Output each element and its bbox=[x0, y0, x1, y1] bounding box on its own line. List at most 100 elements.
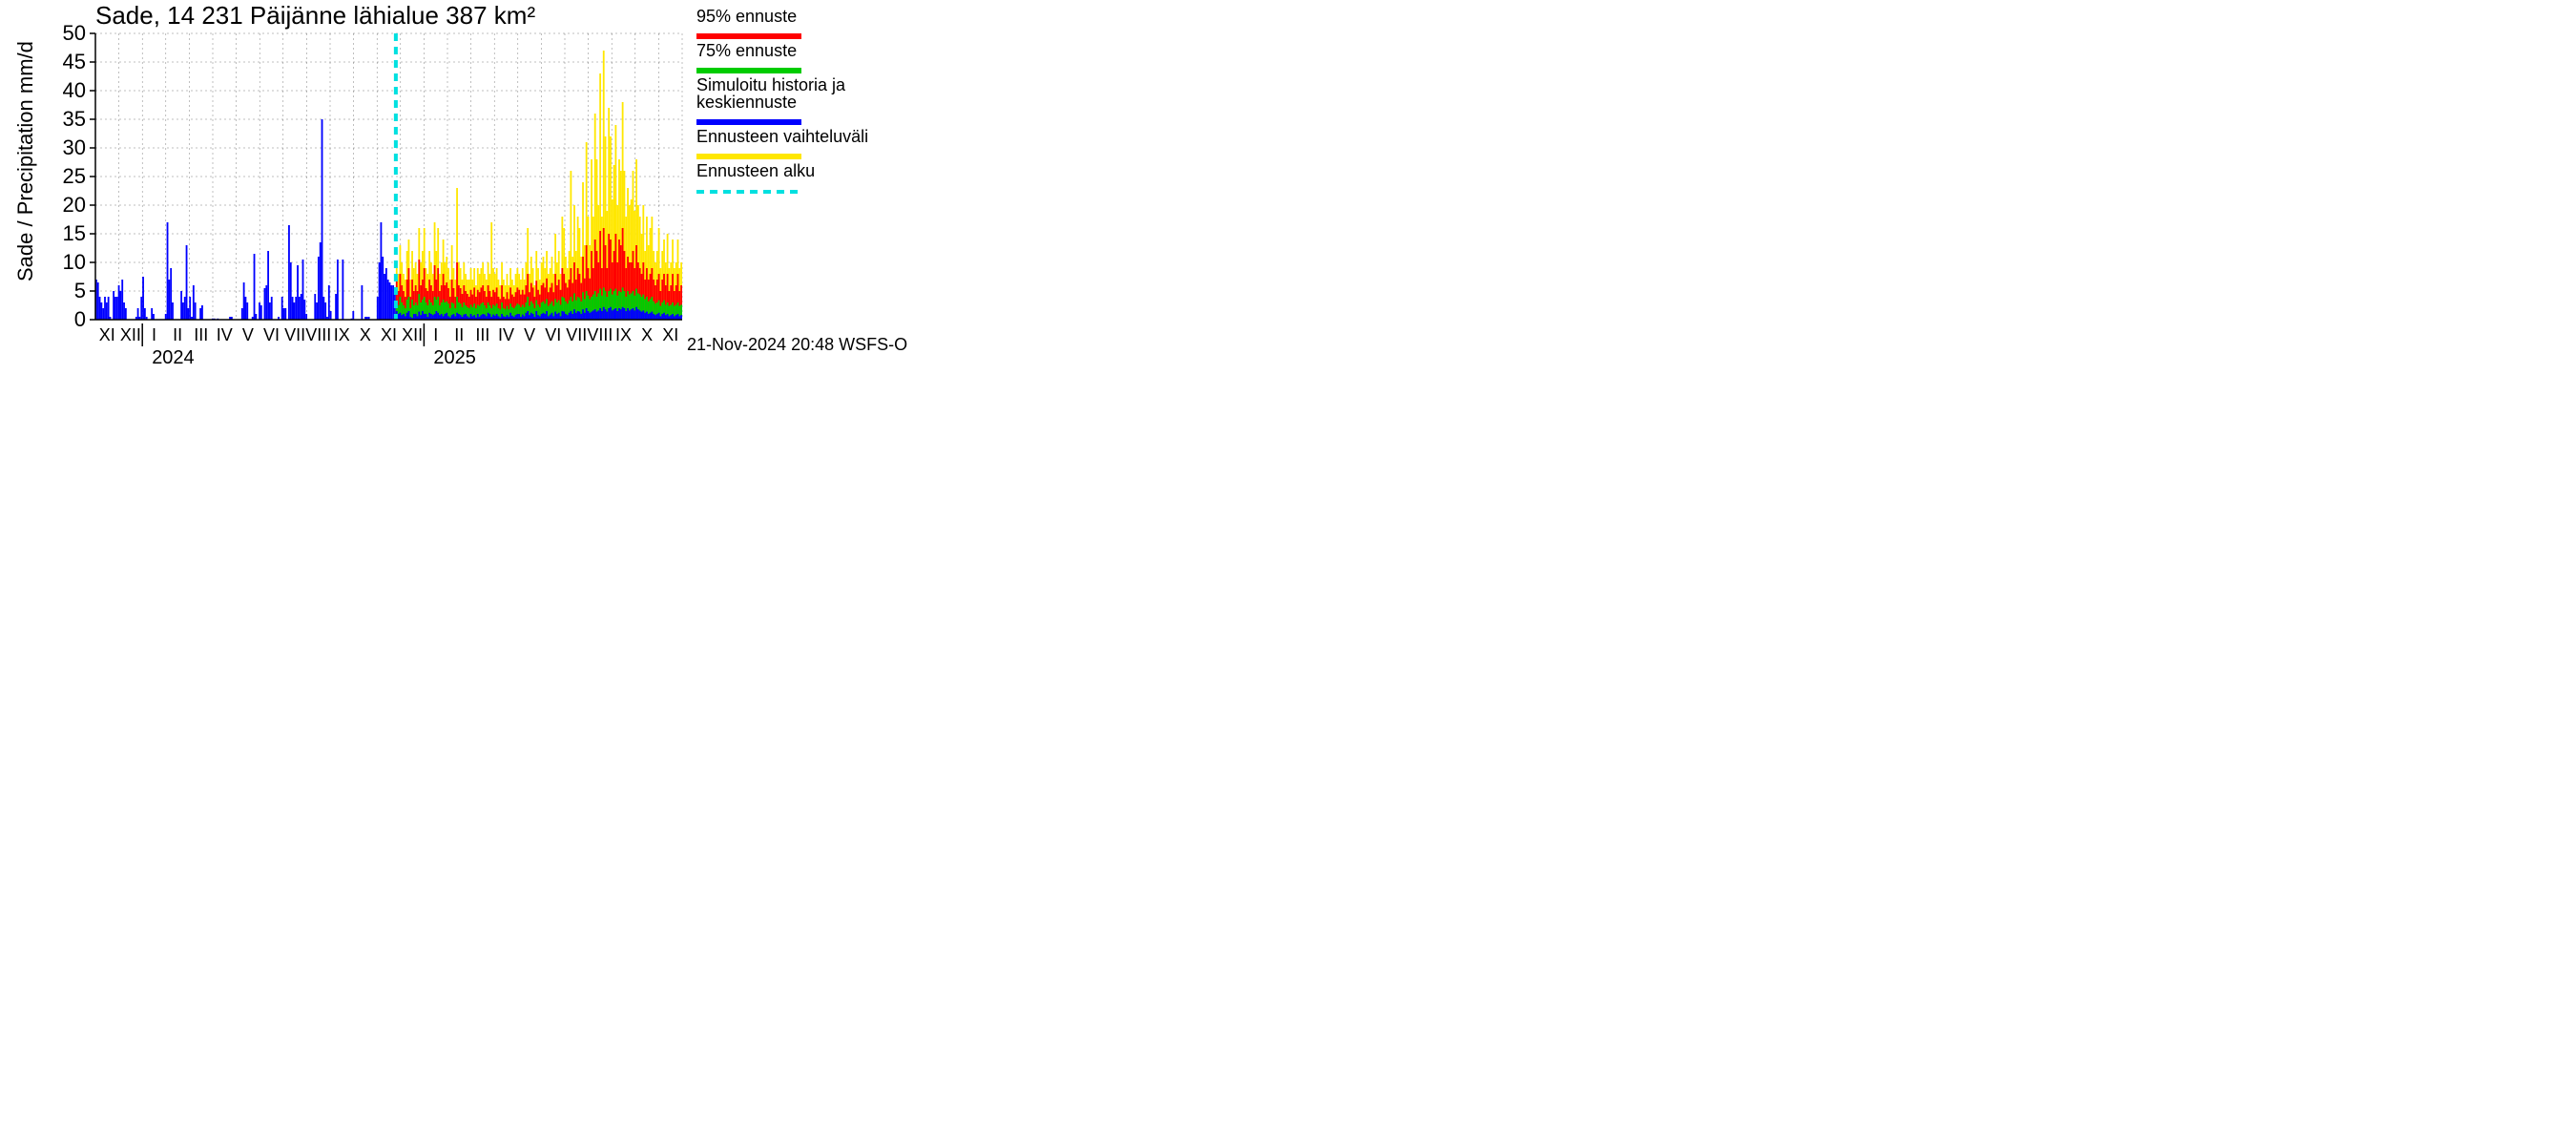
forecast-mean-bar bbox=[492, 315, 494, 320]
forecast-mean-bar bbox=[661, 314, 663, 320]
history-bar bbox=[243, 282, 245, 320]
history-bar bbox=[322, 297, 324, 320]
x-month-label: II bbox=[454, 325, 464, 344]
history-bar bbox=[384, 274, 385, 320]
forecast-mean-bar bbox=[634, 310, 635, 320]
history-bar bbox=[318, 257, 320, 320]
x-month-label: IV bbox=[498, 325, 514, 344]
x-month-label: II bbox=[173, 325, 182, 344]
forecast-mean-bar bbox=[496, 314, 498, 320]
history-bar bbox=[193, 285, 195, 320]
x-month-label: IX bbox=[334, 325, 350, 344]
y-tick-label: 45 bbox=[63, 50, 86, 73]
legend-label: 95% ennuste bbox=[696, 7, 797, 26]
history-bar bbox=[165, 314, 167, 320]
history-bar bbox=[199, 308, 201, 320]
forecast-mean-bar bbox=[408, 311, 410, 320]
y-tick-label: 30 bbox=[63, 135, 86, 159]
forecast-mean-bar bbox=[651, 312, 653, 320]
forecast-mean-bar bbox=[563, 312, 565, 320]
forecast-mean-bar bbox=[441, 314, 443, 320]
forecast-mean-bar bbox=[489, 314, 491, 320]
forecast-mean-bar bbox=[633, 308, 634, 320]
forecast-mean-bar bbox=[399, 313, 401, 320]
history-bar bbox=[322, 119, 323, 320]
history-bar bbox=[254, 254, 256, 320]
x-month-label: X bbox=[641, 325, 653, 344]
history-bar bbox=[123, 302, 125, 320]
forecast-mean-bar bbox=[398, 314, 400, 320]
forecast-mean-bar bbox=[530, 313, 532, 320]
forecast-mean-bar bbox=[463, 315, 465, 320]
history-bar bbox=[153, 314, 155, 320]
history-bar bbox=[324, 302, 326, 320]
forecast-mean-bar bbox=[435, 311, 437, 320]
legend-swatch bbox=[696, 68, 801, 73]
forecast-mean-bar bbox=[453, 314, 455, 320]
forecast-mean-bar bbox=[613, 309, 615, 320]
forecast-mean-bar bbox=[558, 313, 560, 320]
history-bar bbox=[151, 308, 153, 320]
history-bar bbox=[241, 308, 243, 320]
history-bar bbox=[144, 308, 146, 320]
history-bar bbox=[283, 308, 285, 320]
forecast-mean-bar bbox=[624, 308, 626, 320]
history-bar bbox=[264, 288, 266, 320]
forecast-mean-bar bbox=[424, 314, 426, 320]
history-bar bbox=[320, 242, 322, 320]
forecast-mean-bar bbox=[571, 314, 573, 320]
forecast-mean-bar bbox=[482, 314, 484, 320]
x-month-label: VI bbox=[545, 325, 561, 344]
forecast-mean-bar bbox=[606, 312, 608, 320]
chart-title: Sade, 14 231 Päijänne lähialue 387 km² bbox=[95, 1, 535, 30]
x-year-label: 2025 bbox=[433, 347, 476, 368]
x-month-label: VIII bbox=[305, 325, 331, 344]
forecast-mean-bar bbox=[550, 315, 551, 320]
history-bar bbox=[187, 308, 189, 320]
forecast-mean-bar bbox=[620, 309, 622, 320]
history-bar bbox=[246, 302, 248, 320]
history-bar bbox=[119, 291, 121, 320]
history-bar bbox=[269, 302, 271, 320]
history-bar bbox=[290, 262, 292, 320]
history-bar bbox=[342, 260, 343, 320]
forecast-mean-bar bbox=[589, 313, 591, 320]
x-month-label: IV bbox=[217, 325, 233, 344]
y-tick-label: 40 bbox=[63, 78, 86, 102]
forecast-mean-bar bbox=[501, 314, 503, 320]
history-bar bbox=[305, 314, 307, 320]
history-bar bbox=[387, 280, 389, 320]
history-bar bbox=[293, 302, 295, 320]
forecast-mean-bar bbox=[527, 311, 529, 320]
forecast-mean-bar bbox=[672, 314, 674, 320]
forecast-mean-bar bbox=[522, 315, 524, 320]
history-bar bbox=[314, 294, 316, 320]
forecast-mean-bar bbox=[516, 314, 518, 320]
history-bar bbox=[142, 277, 144, 320]
forecast-mean-bar bbox=[437, 313, 439, 320]
forecast-mean-bar bbox=[430, 314, 432, 320]
forecast-mean-bar bbox=[428, 313, 430, 320]
forecast-mean-bar bbox=[579, 312, 581, 320]
forecast-mean-bar bbox=[618, 308, 620, 320]
history-bar bbox=[377, 297, 379, 320]
x-month-label: VII bbox=[566, 325, 587, 344]
forecast-mean-bar bbox=[426, 314, 427, 320]
forecast-mean-bar bbox=[584, 313, 586, 320]
x-year-label: 2024 bbox=[152, 347, 195, 368]
history-bar bbox=[255, 314, 257, 320]
history-bar bbox=[184, 297, 186, 320]
legend-swatch bbox=[696, 119, 801, 125]
history-bar bbox=[97, 282, 99, 320]
history-bar bbox=[108, 297, 110, 320]
history-bar bbox=[106, 302, 108, 320]
history-bar bbox=[180, 291, 182, 320]
x-month-label: XI bbox=[381, 325, 397, 344]
forecast-mean-bar bbox=[541, 314, 543, 320]
history-bar bbox=[140, 297, 142, 320]
forecast-mean-bar bbox=[599, 308, 601, 320]
x-month-label: IX bbox=[615, 325, 632, 344]
legend-swatch bbox=[696, 33, 801, 39]
forecast-mean-bar bbox=[470, 314, 472, 320]
history-bar bbox=[260, 305, 262, 320]
